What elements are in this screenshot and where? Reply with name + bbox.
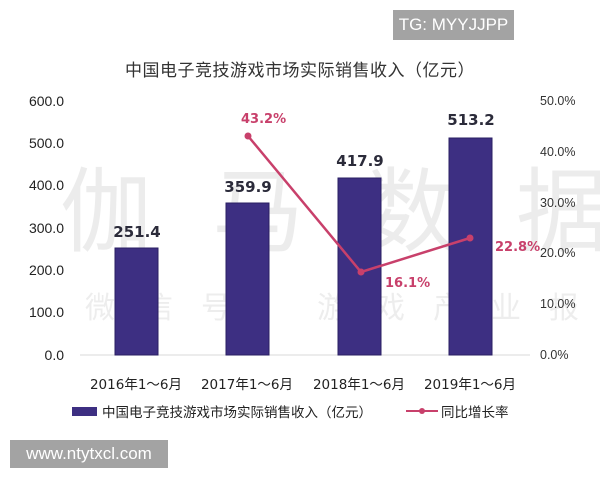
- growth-value-label: 22.8%: [495, 240, 541, 255]
- line-point-2017[interactable]: [244, 132, 252, 140]
- y-right-tick: 50.0%: [540, 94, 576, 108]
- site-watermark-badge: www.ntytxcl.com: [10, 440, 168, 468]
- legend-bar-label[interactable]: 中国电子竞技游戏市场实际销售收入（亿元）: [102, 405, 372, 421]
- bar-2017[interactable]: [225, 202, 270, 356]
- line-point-2018[interactable]: [357, 268, 365, 276]
- y-left-tick: 400.0: [28, 177, 64, 193]
- y-right-tick: 10.0%: [540, 297, 576, 311]
- y-right-tick: 40.0%: [540, 145, 576, 159]
- bar-value-label: 417.9: [336, 152, 384, 170]
- chart-title: 中国电子竞技游戏市场实际销售收入（亿元）: [125, 61, 475, 81]
- y-left-tick: 200.0: [28, 262, 64, 278]
- x-tick: 2018年1～6月: [312, 377, 406, 393]
- bar-2018[interactable]: [337, 177, 382, 356]
- y-left-tick: 0.0: [44, 347, 64, 363]
- y-left-tick: 300.0: [28, 220, 64, 236]
- bar-value-label: 359.9: [224, 178, 272, 196]
- growth-value-label: 16.1%: [385, 276, 431, 291]
- legend-line-label[interactable]: 同比增长率: [441, 405, 509, 421]
- y-right-tick: 0.0%: [540, 348, 569, 362]
- legend-bar-swatch-icon: [72, 406, 97, 416]
- bar-2019[interactable]: [448, 137, 493, 356]
- growth-value-label: 43.2%: [241, 112, 287, 127]
- bar-value-label: 251.4: [113, 223, 161, 241]
- legend: 中国电子竞技游戏市场实际销售收入（亿元） 同比增长率: [72, 401, 509, 421]
- bar-2016[interactable]: [114, 247, 159, 356]
- y-right-tick: 20.0%: [540, 246, 576, 260]
- tg-watermark-badge: TG: MYYJJPP: [393, 10, 514, 40]
- line-point-2019[interactable]: [466, 234, 474, 242]
- y-left-tick: 500.0: [28, 135, 64, 151]
- x-tick: 2019年1～6月: [423, 377, 517, 393]
- bar-value-label: 513.2: [447, 111, 495, 129]
- x-tick: 2017年1～6月: [200, 377, 294, 393]
- x-tick: 2016年1～6月: [89, 377, 183, 393]
- y-right-tick: 30.0%: [540, 196, 576, 210]
- y-left-tick: 100.0: [28, 304, 64, 320]
- legend-line-marker-icon: [406, 408, 438, 414]
- y-left-tick: 600.0: [28, 93, 64, 109]
